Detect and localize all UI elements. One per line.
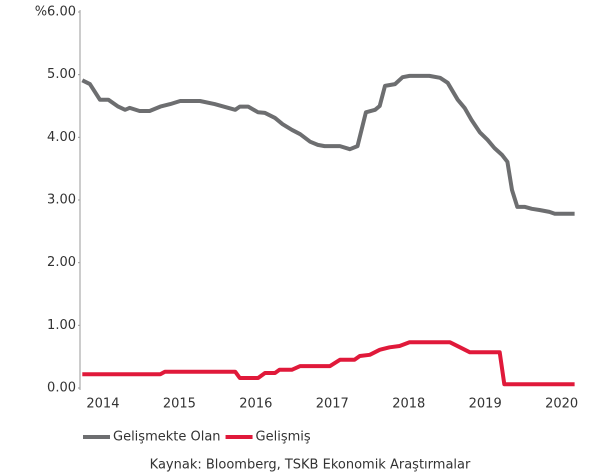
series-line: [81, 73, 575, 216]
y-tick-label: 2.00: [47, 255, 76, 270]
y-tick-label: %6.00: [35, 5, 76, 20]
x-tick-label: 2015: [163, 397, 196, 412]
y-tick-label: 5.00: [47, 67, 76, 82]
x-tick-label: 2019: [469, 397, 502, 412]
legend-label: Gelişmiş: [256, 430, 311, 445]
y-tick-label: 0.00: [47, 381, 76, 396]
x-tick-label: 2016: [239, 397, 272, 412]
x-tick-label: 2014: [86, 397, 119, 412]
source: Kaynak: Bloomberg, TSKB Ekonomik Araştır…: [150, 458, 471, 473]
x-tick-label: 2017: [316, 397, 349, 412]
series-line: [82, 340, 575, 387]
x-tick-label: 2020: [545, 397, 578, 412]
x-tick-label: 2018: [392, 397, 425, 412]
y-tick-label: 1.00: [47, 318, 76, 333]
legend-label: Gelişmekte Olan: [113, 430, 221, 445]
y-tick-label: 3.00: [47, 193, 76, 208]
y-tick-label: 4.00: [47, 130, 76, 145]
